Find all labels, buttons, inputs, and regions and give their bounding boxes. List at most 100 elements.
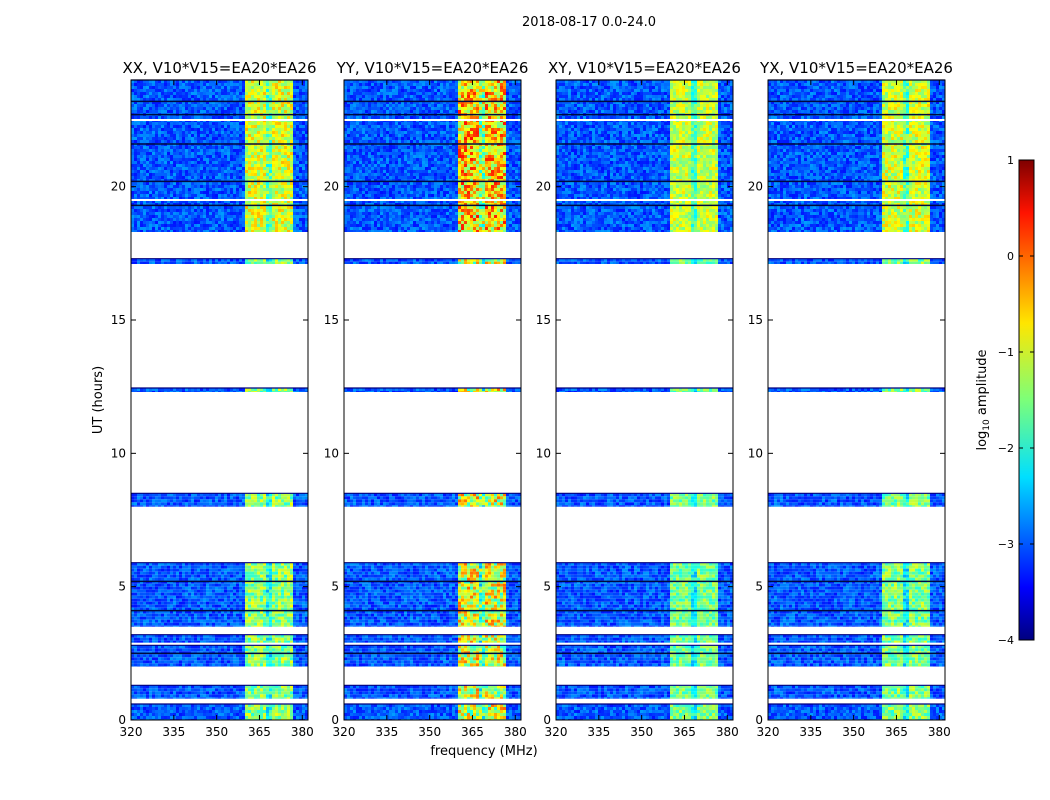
heatmap-cell <box>251 707 254 710</box>
heatmap-cell <box>140 614 143 617</box>
heatmap-cell <box>263 134 266 137</box>
heatmap-cell <box>176 83 179 86</box>
heatmap-cell <box>173 584 176 587</box>
heatmap-cell <box>284 116 287 119</box>
heatmap-cell <box>278 657 281 660</box>
heatmap-cell <box>164 92 167 95</box>
heatmap-cell <box>185 707 188 710</box>
heatmap-cell <box>266 92 269 95</box>
heatmap-cell <box>167 572 170 575</box>
heatmap-cell <box>230 86 233 89</box>
heatmap-cell <box>299 587 302 590</box>
heatmap-cell <box>242 95 245 98</box>
heatmap-cell <box>179 92 182 95</box>
heatmap-cell <box>269 149 272 152</box>
heatmap-cell <box>146 161 149 164</box>
heatmap-cell <box>293 92 296 95</box>
heatmap-cell <box>284 140 287 143</box>
heatmap-cell <box>155 89 158 92</box>
heatmap-cell <box>143 641 146 643</box>
heatmap-cell <box>263 128 266 131</box>
heatmap-cell <box>143 614 146 617</box>
heatmap-cell <box>257 170 260 173</box>
heatmap-cell <box>149 98 152 101</box>
heatmap-cell <box>164 505 167 506</box>
heatmap-cell <box>191 663 194 666</box>
heatmap-cell <box>281 391 284 392</box>
heatmap-cell <box>245 110 248 113</box>
heatmap-cell <box>164 164 167 167</box>
heatmap-cell <box>281 617 284 620</box>
heatmap-cell <box>191 599 194 602</box>
heatmap-cell <box>143 716 146 719</box>
heatmap-cell <box>203 593 206 596</box>
heatmap-cell <box>179 140 182 143</box>
heatmap-cell <box>137 599 140 602</box>
heatmap-cell <box>266 155 269 158</box>
heatmap-cell <box>161 596 164 599</box>
heatmap-cell <box>140 496 143 499</box>
heatmap-cell <box>191 569 194 572</box>
heatmap-cell <box>134 125 137 128</box>
heatmap-cell <box>272 499 275 502</box>
heatmap-cell <box>248 155 251 158</box>
heatmap-cell <box>230 170 233 173</box>
heatmap-cell <box>137 710 140 713</box>
heatmap-cell <box>188 104 191 107</box>
heatmap-cell <box>146 122 149 125</box>
heatmap-cell <box>248 92 251 95</box>
heatmap-cell <box>137 694 140 697</box>
heatmap-cell <box>212 164 215 167</box>
heatmap-cell <box>176 614 179 617</box>
heatmap-cell <box>200 122 203 125</box>
heatmap-cell <box>203 152 206 155</box>
heatmap-cell <box>149 713 152 716</box>
heatmap-cell <box>173 140 176 143</box>
heatmap-cell <box>281 104 284 107</box>
heatmap-cell <box>233 146 236 149</box>
heatmap-cell <box>161 122 164 125</box>
heatmap-cell <box>209 505 212 506</box>
heatmap-cell <box>209 716 212 719</box>
heatmap-cell <box>224 663 227 666</box>
heatmap-cell <box>221 713 224 716</box>
heatmap-cell <box>137 716 140 719</box>
heatmap-cell <box>299 152 302 155</box>
heatmap-cell <box>263 131 266 134</box>
heatmap-cell <box>290 694 293 697</box>
heatmap-cell <box>176 140 179 143</box>
heatmap-cell <box>227 569 230 572</box>
heatmap-cell <box>299 104 302 107</box>
heatmap-cell <box>152 104 155 107</box>
heatmap-cell <box>296 502 299 505</box>
heatmap-cell <box>257 161 260 164</box>
heatmap-cell <box>257 710 260 713</box>
heatmap-cell <box>278 587 281 590</box>
heatmap-cell <box>176 584 179 587</box>
heatmap-cell <box>230 697 233 698</box>
heatmap-cell <box>179 107 182 110</box>
heatmap-cell <box>287 505 290 506</box>
heatmap-cell <box>266 125 269 128</box>
heatmap-cell <box>173 86 176 89</box>
heatmap-cell <box>251 575 254 578</box>
heatmap-cell <box>134 599 137 602</box>
heatmap-cell <box>251 134 254 137</box>
heatmap-cell <box>230 98 233 101</box>
heatmap-cell <box>302 122 305 125</box>
heatmap-cell <box>203 584 206 587</box>
heatmap-cell <box>233 596 236 599</box>
heatmap-cell <box>194 605 197 608</box>
heatmap-cell <box>191 657 194 660</box>
heatmap-cell <box>161 89 164 92</box>
heatmap-cell <box>224 657 227 660</box>
heatmap-cell <box>209 697 212 698</box>
heatmap-cell <box>158 638 161 641</box>
heatmap-cell <box>269 578 272 581</box>
heatmap-cell <box>158 569 161 572</box>
heatmap-cell <box>296 110 299 113</box>
heatmap-cell <box>146 502 149 505</box>
heatmap-cell <box>287 496 290 499</box>
heatmap-cell <box>182 641 185 643</box>
heatmap-cell <box>233 161 236 164</box>
